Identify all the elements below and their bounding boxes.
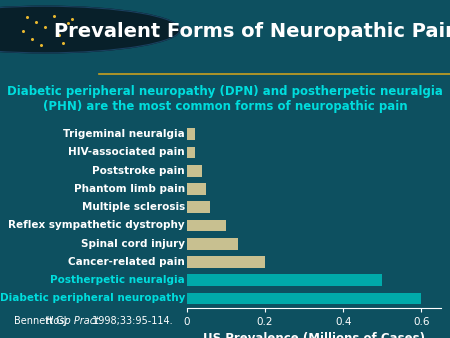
Bar: [187, 238, 238, 250]
Bar: [187, 146, 194, 159]
Bar: [187, 128, 194, 140]
Text: HIV-associated pain: HIV-associated pain: [68, 147, 185, 158]
Text: Poststroke pain: Poststroke pain: [92, 166, 185, 176]
Bar: [187, 219, 226, 232]
Text: Phantom limb pain: Phantom limb pain: [74, 184, 185, 194]
Bar: [187, 292, 422, 305]
Text: Diabetic peripheral neuropathy: Diabetic peripheral neuropathy: [0, 293, 185, 304]
Text: Multiple sclerosis: Multiple sclerosis: [82, 202, 185, 212]
Bar: [187, 274, 382, 286]
Text: Diabetic peripheral neuropathy (DPN) and postherpetic neuralgia
(PHN) are the mo: Diabetic peripheral neuropathy (DPN) and…: [7, 85, 443, 113]
Bar: [187, 201, 210, 213]
Text: Bennett GJ.: Bennett GJ.: [14, 316, 72, 326]
Bar: [187, 256, 265, 268]
Text: Cancer-related pain: Cancer-related pain: [68, 257, 185, 267]
Text: Postherpetic neuralgia: Postherpetic neuralgia: [50, 275, 185, 285]
Text: Hosp Pract.: Hosp Pract.: [46, 316, 103, 326]
Text: 1998;33:95-114.: 1998;33:95-114.: [89, 316, 172, 326]
Text: Reflex sympathetic dystrophy: Reflex sympathetic dystrophy: [8, 220, 185, 231]
Bar: [187, 165, 202, 177]
Text: Prevalent Forms of Neuropathic Pain: Prevalent Forms of Neuropathic Pain: [54, 22, 450, 41]
X-axis label: US Prevalence (Millions of Cases): US Prevalence (Millions of Cases): [203, 332, 425, 338]
Circle shape: [0, 6, 180, 53]
Text: Trigeminal neuralgia: Trigeminal neuralgia: [63, 129, 185, 139]
Text: Spinal cord injury: Spinal cord injury: [81, 239, 185, 249]
Bar: [187, 183, 206, 195]
